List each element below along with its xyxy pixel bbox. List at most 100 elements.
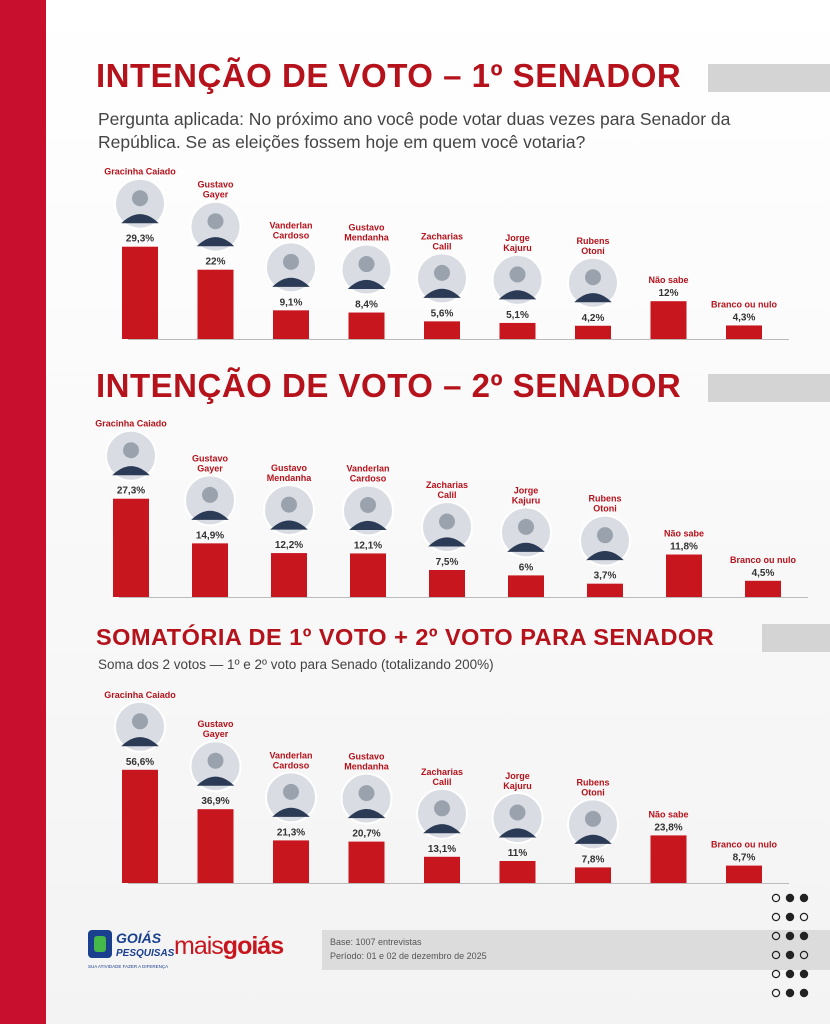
bar-branco-ou-nulo [726, 865, 762, 883]
dot [799, 912, 809, 922]
photo-zacharias-calil [421, 501, 473, 553]
dot [785, 950, 795, 960]
chart-2nd-senator: 27,3% Gracinha Caiado 14,9% Gustavo Gayer 12,… [95, 419, 808, 598]
value-label-rubens-otoni: 7,8% [582, 854, 605, 865]
bar-vanderlan-cardoso [273, 310, 309, 339]
photo-vanderlan-cardoso [265, 771, 317, 824]
value-label-rubens-otoni: 3,7% [594, 571, 617, 582]
bar-branco-ou-nulo [745, 580, 781, 597]
bar-nao-sabe [666, 554, 702, 597]
value-label-nao-sabe: 12% [658, 288, 678, 299]
survey-period: Período: 01 e 02 de dezembro de 2025 [330, 951, 487, 961]
dot [785, 912, 795, 922]
photo-gustavo-gayer [189, 200, 242, 253]
photo-gustavo-mendanha [340, 772, 393, 825]
value-label-vanderlan-cardoso: 12,1% [354, 540, 382, 551]
svg-text:PESQUISAS: PESQUISAS [116, 948, 175, 959]
photo-gustavo-gayer [189, 740, 242, 793]
bar-rubens-otoni [587, 583, 623, 597]
bar-zacharias-calil [424, 856, 460, 883]
value-label-branco-ou-nulo: 4,5% [752, 568, 775, 579]
name-label-gustavo-mendanha: Gustavo Mendanha [344, 752, 389, 772]
name-label-gracinha-caiado: Gracinha Caiado [104, 690, 176, 700]
bar-gustavo-mendanha [348, 841, 385, 883]
bar-gracinha-caiado [113, 498, 149, 597]
dot [799, 931, 809, 941]
value-label-zacharias-calil: 5,6% [431, 308, 454, 319]
photo-zacharias-calil [416, 787, 468, 840]
name-label-nao-sabe: Não sabe [648, 275, 688, 285]
bar-gustavo-gayer [192, 543, 228, 597]
dot [771, 931, 781, 941]
photo-gustavo-mendanha [340, 243, 393, 296]
value-label-zacharias-calil: 7,5% [436, 557, 459, 568]
chart-1st-senator: 29,3% Gracinha Caiado 22% Gustavo Gayer 9,1% V… [104, 167, 789, 340]
dot [785, 893, 795, 903]
bar-jorge-kajuru [508, 575, 544, 597]
dot [799, 950, 809, 960]
dot [785, 988, 795, 998]
name-label-gustavo-gayer: Gustavo Gayer [197, 180, 234, 200]
survey-info-box: Base: 1007 entrevistas Período: 01 e 02 … [322, 930, 830, 970]
name-label-branco-ou-nulo: Branco ou nulo [711, 299, 777, 309]
bar-vanderlan-cardoso [273, 840, 309, 883]
name-label-jorge-kajuru: Jorge Kajuru [512, 485, 541, 505]
bar-branco-ou-nulo [726, 325, 762, 339]
name-label-gustavo-mendanha: Gustavo Mendanha [344, 223, 389, 243]
name-label-vanderlan-cardoso: Vanderlan Cardoso [269, 750, 312, 770]
dot [799, 893, 809, 903]
mais-goias-logo-part-b: goiás [222, 932, 284, 960]
dot [771, 988, 781, 998]
mais-goias-logo: maisgoiás [174, 932, 284, 961]
value-label-jorge-kajuru: 5,1% [506, 310, 529, 321]
value-label-gustavo-mendanha: 20,7% [352, 829, 380, 840]
value-label-branco-ou-nulo: 8,7% [733, 853, 756, 864]
name-label-gracinha-caiado: Gracinha Caiado [104, 167, 176, 177]
bar-vanderlan-cardoso [350, 553, 386, 597]
section-title-2: INTENÇÃO DE VOTO – 2º SENADOR [96, 367, 682, 404]
name-label-vanderlan-cardoso: Vanderlan Cardoso [346, 463, 389, 483]
bar-zacharias-calil [429, 570, 465, 597]
name-label-rubens-otoni: Rubens Otoni [588, 494, 621, 514]
section-title-1: INTENÇÃO DE VOTO – 1º SENADOR [96, 57, 682, 94]
name-label-nao-sabe: Não sabe [648, 809, 688, 819]
name-label-rubens-otoni: Rubens Otoni [576, 236, 609, 256]
name-label-gustavo-gayer: Gustavo Gayer [192, 453, 229, 473]
name-label-vanderlan-cardoso: Vanderlan Cardoso [269, 220, 312, 240]
photo-rubens-otoni [567, 256, 619, 309]
dot [785, 931, 795, 941]
section-title-3: SOMATÓRIA DE 1º VOTO + 2º VOTO PARA SENA… [96, 624, 715, 650]
name-label-gustavo-gayer: Gustavo Gayer [197, 719, 234, 739]
name-label-gustavo-mendanha: Gustavo Mendanha [267, 463, 312, 483]
photo-gracinha-caiado [114, 177, 166, 230]
name-label-jorge-kajuru: Jorge Kajuru [503, 233, 532, 253]
value-label-gustavo-mendanha: 8,4% [355, 300, 378, 311]
name-label-branco-ou-nulo: Branco ou nulo [711, 840, 777, 850]
photo-jorge-kajuru [500, 506, 552, 559]
dot [771, 950, 781, 960]
bar-zacharias-calil [424, 321, 460, 339]
bar-gustavo-gayer [197, 809, 234, 883]
name-label-gracinha-caiado: Gracinha Caiado [95, 419, 167, 429]
photo-gracinha-caiado [105, 429, 157, 482]
title-decor-bar-2 [708, 374, 830, 402]
chart-sum-senator: 56,6% Gracinha Caiado 36,9% Gustavo Gayer 21,… [104, 690, 789, 884]
name-label-zacharias-calil: Zacharias Calil [421, 231, 463, 251]
goias-pesquisas-logo-mark: GOIÁS PESQUISAS SUA ATIVIDADE FAZER A DI… [88, 930, 175, 969]
photo-gracinha-caiado [114, 700, 166, 753]
value-label-gustavo-gayer: 14,9% [196, 530, 224, 541]
name-label-branco-ou-nulo: Branco ou nulo [730, 555, 796, 565]
sample-base: Base: 1007 entrevistas [330, 937, 422, 947]
dot [771, 912, 781, 922]
photo-rubens-otoni [579, 514, 631, 567]
mais-goias-logo-part-a: mais [174, 932, 224, 960]
photo-rubens-otoni [567, 798, 619, 851]
name-label-jorge-kajuru: Jorge Kajuru [503, 771, 532, 791]
bar-rubens-otoni [575, 325, 611, 339]
bar-jorge-kajuru [499, 861, 536, 883]
photo-jorge-kajuru [491, 253, 544, 306]
value-label-gustavo-gayer: 22% [205, 257, 225, 268]
title-decor-bar-1 [708, 64, 830, 92]
bar-gustavo-mendanha [348, 312, 385, 339]
left-red-stripe [0, 0, 46, 1024]
